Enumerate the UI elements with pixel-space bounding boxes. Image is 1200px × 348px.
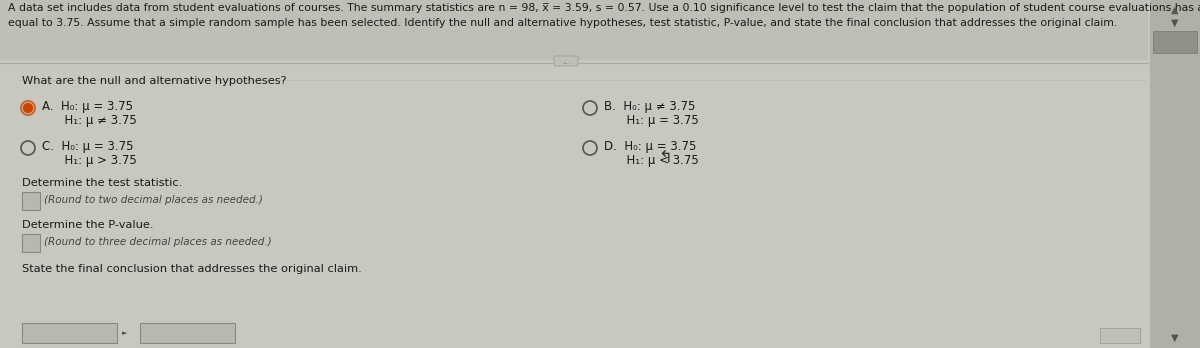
FancyBboxPatch shape: [554, 56, 578, 66]
Text: Determine the P-value.: Determine the P-value.: [22, 220, 154, 230]
Text: ▲: ▲: [1171, 5, 1178, 15]
Text: ▼: ▼: [1171, 18, 1178, 28]
FancyBboxPatch shape: [22, 192, 40, 210]
Text: What are the null and alternative hypotheses?: What are the null and alternative hypoth…: [22, 76, 287, 86]
Text: A data set includes data from student evaluations of courses. The summary statis: A data set includes data from student ev…: [8, 3, 1200, 13]
Text: B.  H₀: μ ≠ 3.75: B. H₀: μ ≠ 3.75: [604, 100, 695, 113]
Text: ►: ►: [122, 330, 127, 336]
Text: State the final conclusion that addresses the original claim.: State the final conclusion that addresse…: [22, 264, 361, 274]
Circle shape: [24, 103, 32, 112]
Text: ...: ...: [563, 56, 570, 65]
Text: H₁: μ < 3.75: H₁: μ < 3.75: [604, 154, 698, 167]
FancyBboxPatch shape: [1150, 0, 1200, 348]
Text: equal to 3.75. Assume that a simple random sample has been selected. Identify th: equal to 3.75. Assume that a simple rand…: [8, 18, 1117, 28]
FancyBboxPatch shape: [1153, 31, 1198, 53]
Text: H₁: μ = 3.75: H₁: μ = 3.75: [604, 114, 698, 127]
Text: H₁: μ ≠ 3.75: H₁: μ ≠ 3.75: [42, 114, 137, 127]
Text: D.  H₀: μ = 3.75: D. H₀: μ = 3.75: [604, 140, 696, 153]
FancyBboxPatch shape: [140, 323, 235, 343]
FancyBboxPatch shape: [22, 323, 118, 343]
Text: H₁: μ > 3.75: H₁: μ > 3.75: [42, 154, 137, 167]
Text: A.  H₀: μ = 3.75: A. H₀: μ = 3.75: [42, 100, 133, 113]
Text: (Round to three decimal places as needed.): (Round to three decimal places as needed…: [44, 237, 271, 247]
Text: Determine the test statistic.: Determine the test statistic.: [22, 178, 182, 188]
Text: (Round to two decimal places as needed.): (Round to two decimal places as needed.): [44, 195, 263, 205]
FancyBboxPatch shape: [1100, 328, 1140, 343]
Text: C.  H₀: μ = 3.75: C. H₀: μ = 3.75: [42, 140, 133, 153]
FancyBboxPatch shape: [0, 0, 1148, 60]
Text: ▼: ▼: [1171, 333, 1178, 343]
FancyBboxPatch shape: [22, 234, 40, 252]
Text: ↳: ↳: [653, 144, 667, 162]
